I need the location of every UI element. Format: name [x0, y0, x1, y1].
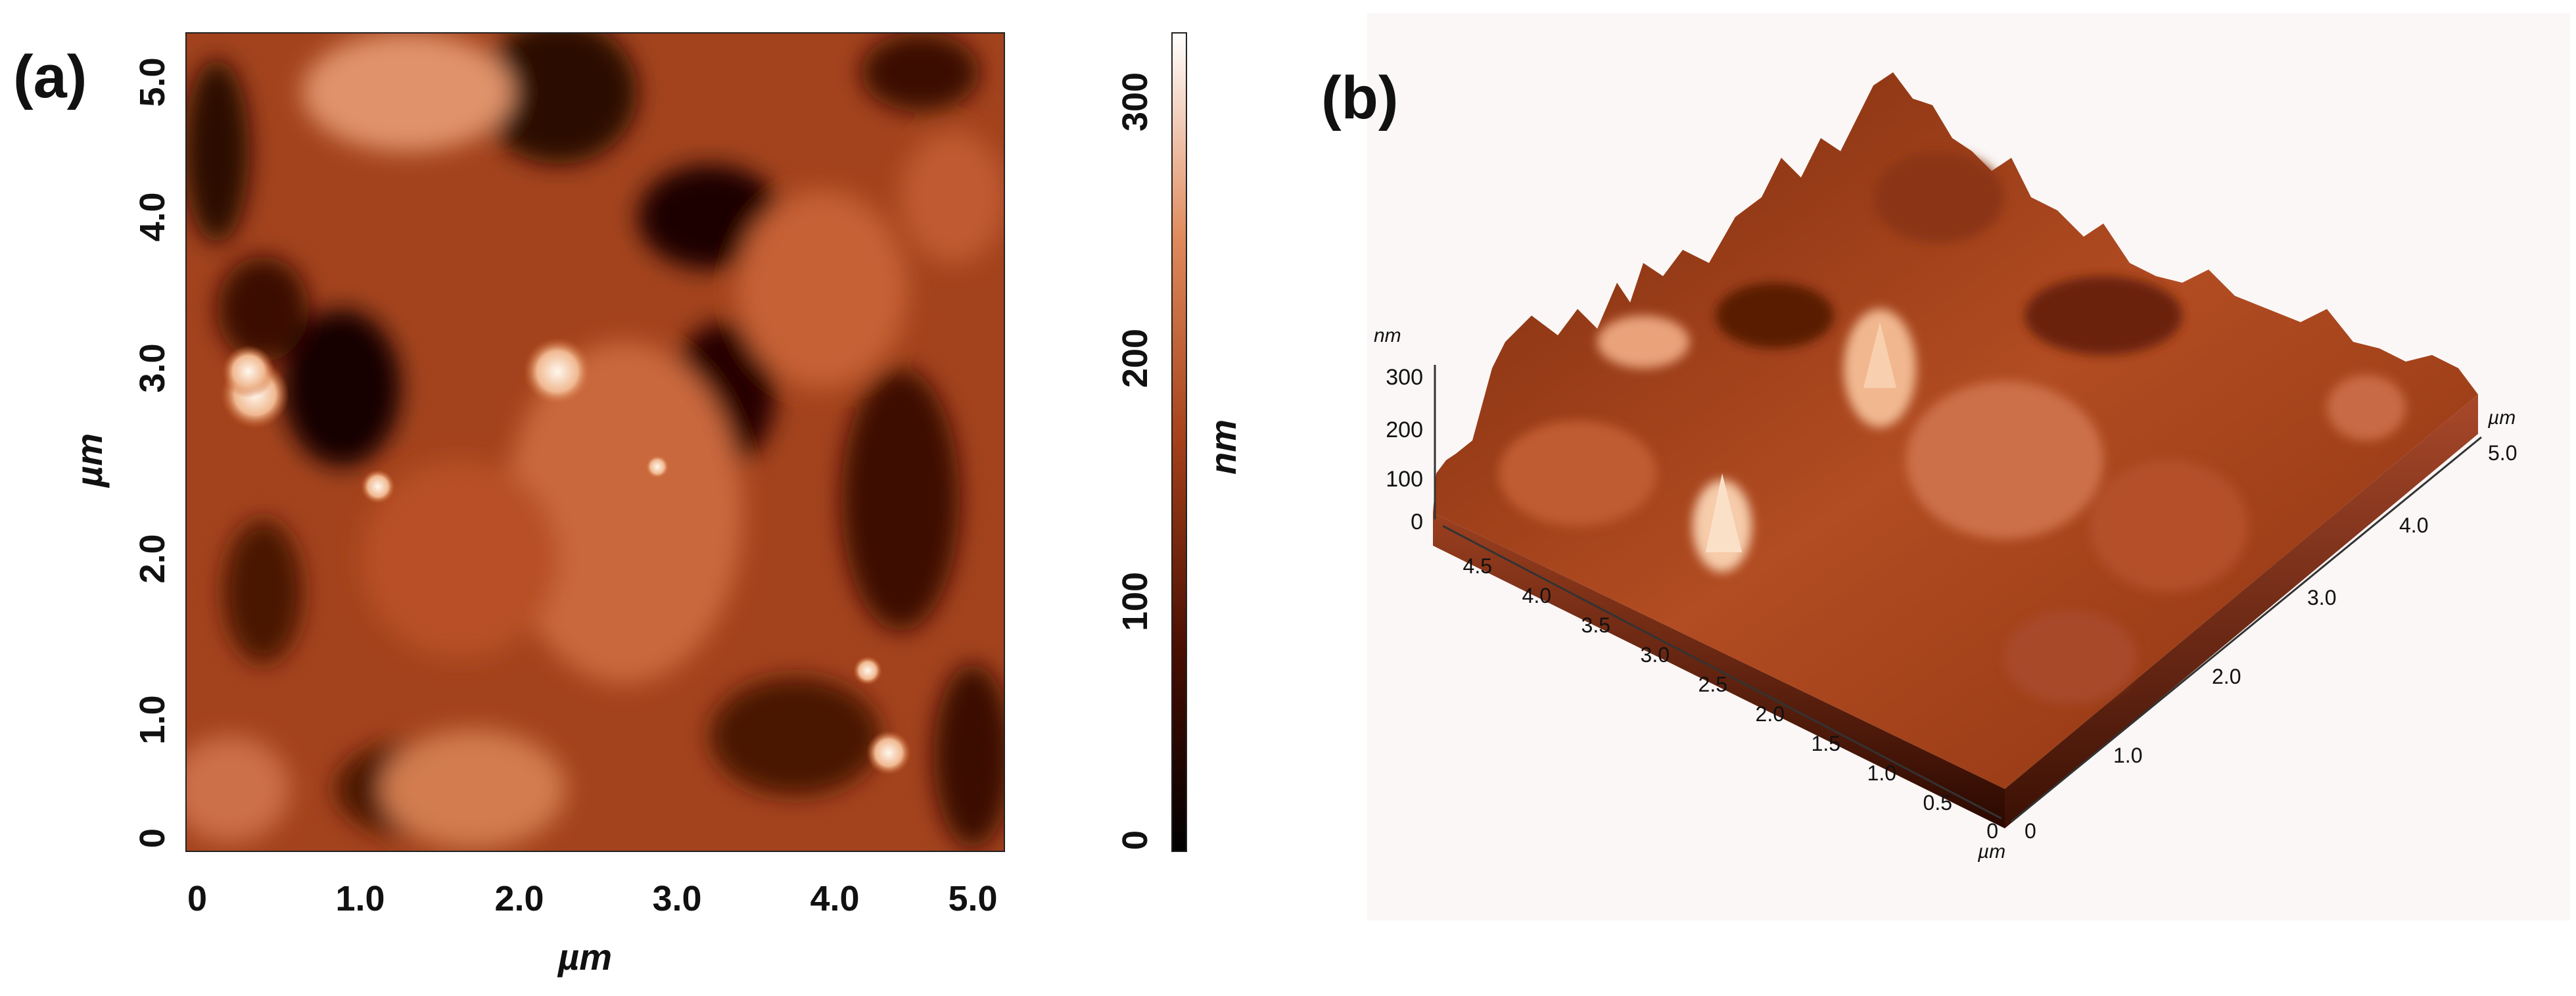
image-frame: [185, 32, 1005, 852]
left-axis-tick: 1.5: [1812, 732, 1840, 755]
x-tick: 3.0: [652, 879, 701, 918]
left-axis-tick: 4.0: [1522, 584, 1551, 607]
right-axis-tick: 3.0: [2307, 586, 2336, 609]
right-axis-tick: 0: [2025, 819, 2036, 843]
colorbar: [1171, 32, 1187, 852]
z-tick: 0: [1411, 510, 1423, 534]
colorbar-tick: 200: [1115, 329, 1155, 388]
z-tick: 100: [1386, 467, 1423, 492]
left-axis-tick: 3.0: [1641, 643, 1670, 667]
panel-b-label: (b): [1321, 64, 1398, 131]
right-axis-tick: 2.0: [2212, 665, 2241, 688]
y-tick: 4.0: [133, 192, 172, 241]
x-tick: 0: [187, 879, 207, 918]
left-axis-tick: 0.5: [1923, 791, 1952, 815]
z-axis: nm 300 200 100 0: [1374, 325, 1436, 534]
colorbar-label: nm: [1202, 419, 1244, 475]
left-depth-axis: 4.5 4.0 3.5 3.0 2.5 2.0 1.5 1.0 0.5 0 µm: [1442, 525, 2005, 863]
colorbar-ticks: 0 100 200 300: [1115, 72, 1155, 850]
y-tick: 5.0: [133, 57, 172, 107]
y-axis-label: µm: [68, 433, 110, 488]
x-tick: 2.0: [494, 879, 544, 918]
right-axis-tick: 5.0: [2488, 441, 2517, 465]
right-axis-tick: 1.0: [2113, 744, 2142, 767]
y-tick: 3.0: [133, 343, 172, 392]
left-axis-tick: 2.5: [1698, 673, 1727, 696]
left-axis-tick: 4.5: [1463, 554, 1492, 578]
right-axis-tick: 4.0: [2399, 513, 2428, 537]
left-axis-tick: 0: [1986, 819, 1998, 843]
left-axis-unit: µm: [1977, 841, 2005, 863]
right-axis-unit: µm: [2487, 407, 2516, 429]
afm-height-image: [186, 33, 1004, 851]
y-tick: 1.0: [133, 695, 172, 744]
z-tick: 300: [1386, 365, 1423, 390]
panel-a-label: (a): [13, 43, 87, 110]
left-axis-tick: 2.0: [1756, 702, 1785, 726]
z-tick: 200: [1386, 417, 1423, 442]
left-axis-tick: 1.0: [1867, 761, 1896, 785]
x-axis-ticks: 0 1.0 2.0 3.0 4.0 5.0: [187, 879, 998, 918]
colorbar-tick: 300: [1115, 72, 1155, 131]
colorbar-tick: 100: [1115, 572, 1155, 631]
y-axis-ticks: 0 1.0 2.0 3.0 4.0 5.0: [133, 57, 172, 848]
right-depth-axis: 0 1.0 2.0 3.0 4.0 5.0 µm: [2011, 407, 2517, 843]
colorbar-tick: 0: [1115, 830, 1155, 850]
y-tick: 0: [133, 828, 172, 848]
x-tick: 1.0: [335, 879, 385, 918]
afm-3d-surface: [1433, 72, 2478, 828]
y-tick: 2.0: [133, 534, 172, 583]
x-axis-label: µm: [557, 936, 612, 978]
x-tick: 4.0: [810, 879, 859, 918]
z-axis-unit: nm: [1374, 325, 1401, 346]
left-axis-tick: 3.5: [1581, 613, 1610, 637]
x-tick: 5.0: [948, 879, 997, 918]
